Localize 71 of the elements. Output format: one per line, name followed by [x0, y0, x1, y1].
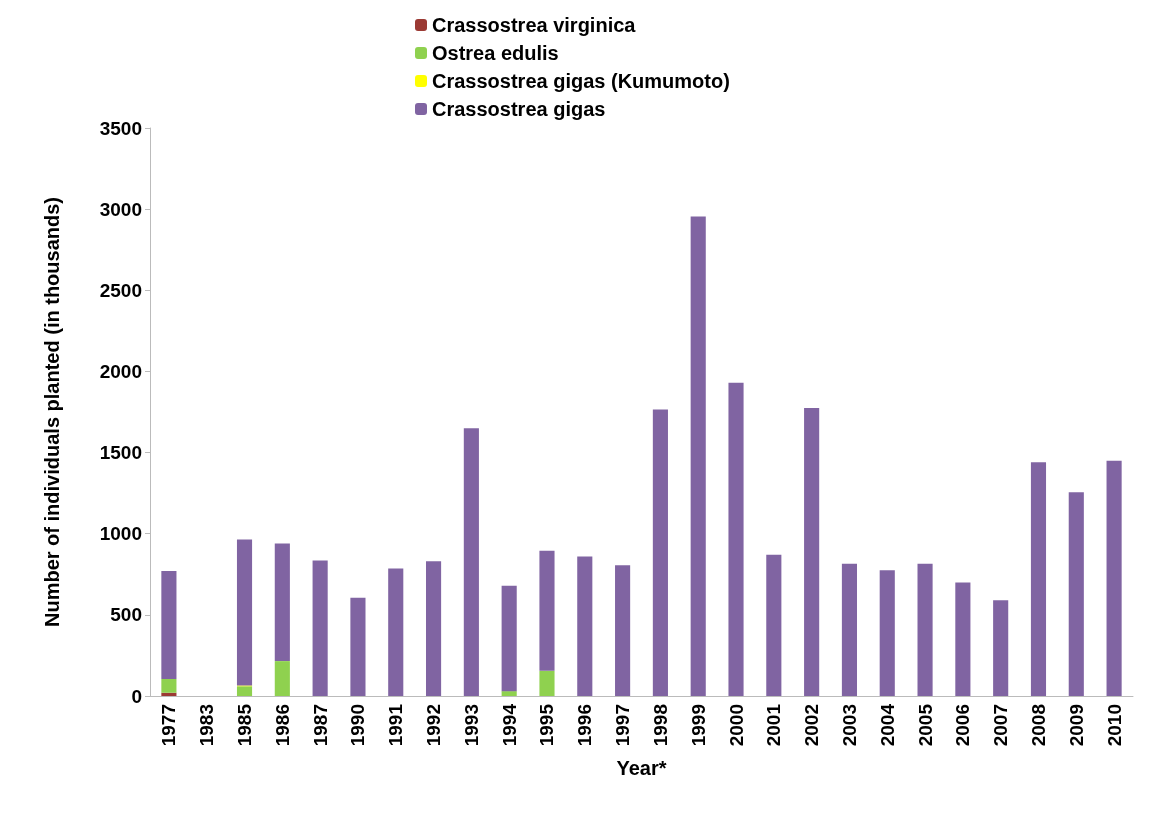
- bar: [388, 568, 404, 696]
- y-tick-label: 3500: [99, 117, 142, 139]
- x-tick-label: 2005: [914, 703, 936, 747]
- y-axis-title: Number of individuals planted (in thousands): [41, 196, 63, 628]
- x-tick-label: 2001: [763, 703, 785, 747]
- bar: [1106, 460, 1122, 696]
- bar: [879, 570, 895, 696]
- bar: [917, 563, 933, 696]
- legend-label: Ostrea edulis: [432, 42, 559, 64]
- legend-label: Crassostrea gigas (Kumumoto): [432, 70, 730, 92]
- bar: [841, 563, 857, 696]
- bar: [804, 407, 820, 696]
- x-tick-label: 2009: [1065, 704, 1087, 747]
- x-tick-label: 2008: [1027, 704, 1049, 747]
- x-tick-label: 1992: [423, 704, 445, 747]
- bar: [161, 692, 177, 696]
- x-tick-label: 2000: [725, 704, 747, 747]
- x-tick-label: 1991: [385, 703, 407, 747]
- y-tick-label: 1000: [99, 523, 142, 545]
- y-tick-label: 500: [110, 604, 142, 626]
- y-tick-label: 0: [131, 685, 142, 707]
- x-tick-label: 1997: [612, 704, 634, 747]
- x-tick-label: 2006: [952, 704, 974, 747]
- x-tick-label: 1987: [309, 704, 331, 747]
- bar: [274, 543, 290, 662]
- bar: [312, 560, 328, 696]
- x-tick-label: 1994: [498, 703, 520, 747]
- bar: [690, 216, 706, 696]
- x-tick-label: 1990: [347, 704, 369, 747]
- x-tick-label: 1996: [574, 704, 596, 747]
- bar: [1030, 462, 1047, 696]
- x-tick-label: 1985: [234, 703, 256, 747]
- bar: [161, 678, 177, 693]
- x-axis-title: Year*: [616, 757, 667, 779]
- bar: [161, 571, 177, 679]
- bar: [1068, 492, 1084, 696]
- bar: [501, 585, 517, 692]
- bar: [350, 597, 366, 696]
- y-tick-label: 2000: [99, 360, 142, 382]
- bar: [463, 428, 479, 696]
- bar: [993, 600, 1009, 696]
- bar: [274, 661, 290, 696]
- x-tick-label: 1993: [460, 704, 482, 747]
- x-tick-label: 2002: [801, 704, 823, 747]
- bar: [652, 409, 668, 696]
- x-tick-label: 1986: [271, 704, 293, 747]
- x-tick-label: 1977: [158, 704, 180, 747]
- x-tick-label: 1998: [649, 704, 671, 747]
- bar: [501, 691, 517, 696]
- x-tick-label: 1999: [687, 704, 709, 747]
- y-tick-label: 3000: [99, 198, 142, 220]
- x-tick-label: 2003: [838, 704, 860, 747]
- bar: [615, 565, 631, 696]
- bar: [955, 582, 971, 696]
- bar: [539, 670, 555, 696]
- x-tick-label: 2007: [990, 704, 1012, 747]
- x-tick-label: 1983: [196, 704, 218, 747]
- x-tick-label: 2004: [876, 703, 898, 747]
- x-tick-label: 1995: [536, 703, 558, 747]
- bar: [766, 554, 782, 696]
- bar: [426, 561, 442, 696]
- bar: [539, 550, 555, 671]
- y-tick-label: 1500: [99, 442, 142, 464]
- bar: [236, 686, 253, 696]
- bar: [236, 539, 253, 686]
- y-tick-label: 2500: [99, 279, 142, 301]
- bar: [577, 556, 593, 696]
- legend-label: Crassostrea virginica: [432, 14, 637, 36]
- x-tick-label: 2010: [1103, 704, 1125, 747]
- legend-label: Crassostrea gigas: [432, 98, 606, 120]
- bar: [728, 382, 744, 696]
